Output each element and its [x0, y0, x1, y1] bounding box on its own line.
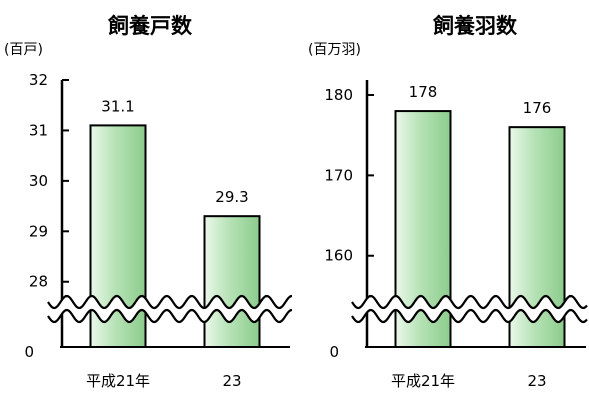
data-label: 29.3: [215, 188, 248, 206]
category-label: 平成21年: [391, 372, 455, 390]
y-tick-label: 28: [29, 273, 48, 291]
unit-label: (百万羽): [308, 42, 361, 58]
y-tick-label: 31: [29, 121, 48, 139]
break-line: [47, 308, 293, 324]
unit-label: (百戸): [4, 42, 43, 58]
break-line: [351, 308, 588, 324]
y-tick-label: 170: [324, 166, 353, 184]
category-label: 23: [527, 372, 546, 390]
chart-birds: 飼養羽数 (百万羽) 160 170 180 0 178 176 平成21年 23: [308, 14, 588, 390]
y-tick-label: 32: [29, 71, 48, 89]
category-labels: 平成21年 23: [86, 372, 242, 390]
chart-households: 飼養戸数 (百戸) 28 29 30 31 32 0 31.1 29.3 平成21年 23: [4, 14, 293, 390]
category-label: 平成21年: [86, 372, 150, 390]
y-tick-label: 160: [324, 247, 353, 265]
axis-break-icon: [47, 294, 293, 324]
y-zero-label: 0: [329, 343, 339, 361]
y-zero-label: 0: [24, 343, 34, 361]
data-labels: 178 176: [409, 83, 552, 117]
break-line: [351, 294, 588, 310]
data-label: 178: [409, 83, 438, 101]
y-tick-label: 30: [29, 172, 48, 190]
data-label: 176: [523, 99, 552, 117]
y-tick-label: 29: [29, 222, 48, 240]
break-fill: [352, 296, 587, 322]
bar: [203, 215, 261, 348]
chart-title: 飼養戸数: [107, 14, 193, 38]
data-labels: 31.1 29.3: [101, 97, 248, 206]
y-ticks: 28 29 30 31 32 0: [24, 71, 69, 361]
y-ticks: 160 170 180 0: [324, 86, 374, 361]
axis-break-icon: [351, 294, 588, 324]
break-line: [47, 294, 293, 310]
break-fill: [48, 296, 292, 322]
chart-title: 飼養羽数: [432, 14, 518, 38]
category-label: 23: [222, 372, 241, 390]
data-label: 31.1: [101, 97, 134, 115]
y-tick-label: 180: [324, 86, 353, 104]
category-labels: 平成21年 23: [391, 372, 547, 390]
